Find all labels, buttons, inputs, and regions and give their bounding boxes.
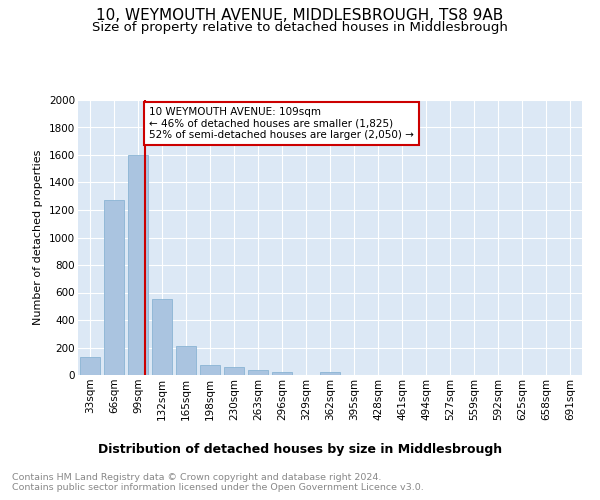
Text: 10 WEYMOUTH AVENUE: 109sqm
← 46% of detached houses are smaller (1,825)
52% of s: 10 WEYMOUTH AVENUE: 109sqm ← 46% of deta… [149,107,414,140]
Bar [200,364,220,375]
Bar [320,372,340,375]
Bar [224,367,244,375]
Text: Size of property relative to detached houses in Middlesbrough: Size of property relative to detached ho… [92,21,508,34]
Bar [248,370,268,375]
Text: Contains HM Land Registry data © Crown copyright and database right 2024.
Contai: Contains HM Land Registry data © Crown c… [12,472,424,492]
Bar [80,357,100,375]
Bar [176,346,196,375]
Y-axis label: Number of detached properties: Number of detached properties [34,150,43,325]
Bar [152,300,172,375]
Bar [104,200,124,375]
Text: 10, WEYMOUTH AVENUE, MIDDLESBROUGH, TS8 9AB: 10, WEYMOUTH AVENUE, MIDDLESBROUGH, TS8 … [97,8,503,22]
Bar [272,372,292,375]
Bar [128,155,148,375]
Text: Distribution of detached houses by size in Middlesbrough: Distribution of detached houses by size … [98,442,502,456]
